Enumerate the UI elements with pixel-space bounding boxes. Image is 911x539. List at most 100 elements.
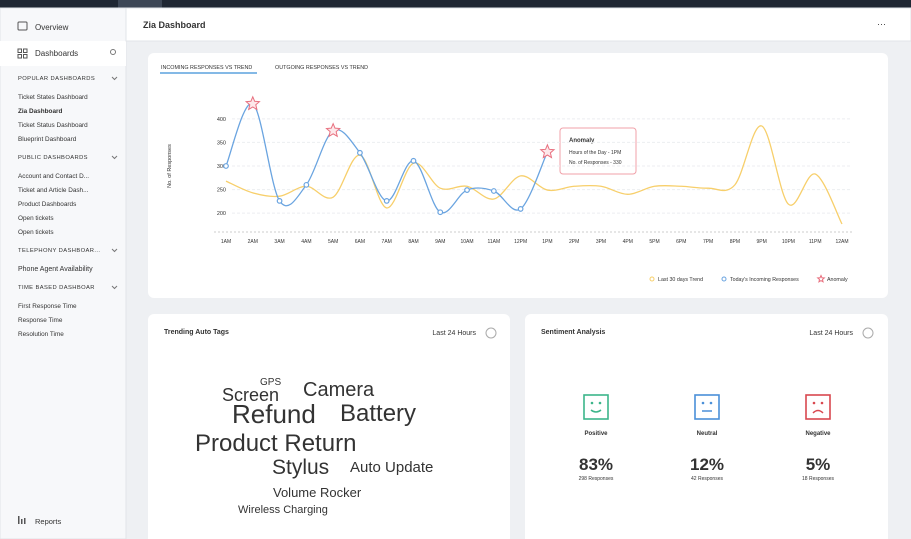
x-tick-label: 1PM — [542, 239, 552, 245]
face-eye — [812, 401, 816, 405]
tag-word[interactable]: Volume Rocker — [273, 485, 362, 500]
x-tick-label: 5AM — [328, 239, 338, 245]
tag-word[interactable]: Screen — [222, 385, 279, 405]
sentiment-next[interactable] — [862, 327, 874, 339]
sentiment-percent: 5% — [806, 455, 831, 474]
anomaly-star — [325, 122, 342, 138]
x-tick-label: 3AM — [274, 239, 284, 245]
x-tick-label: 1AM — [221, 239, 231, 245]
nav-link[interactable]: Phone Agent Availability — [18, 266, 93, 273]
x-tick-label: 2AM — [248, 239, 258, 245]
face-mouth — [590, 409, 602, 413]
legend-marker — [816, 274, 826, 283]
face-eye — [820, 401, 824, 405]
legend-label[interactable]: Last 30 days Trend — [658, 277, 703, 283]
tag-word[interactable]: Auto Update — [350, 459, 433, 476]
nav-link[interactable]: Ticket and Article Dash... — [18, 187, 89, 194]
nav-link[interactable]: Open tickets — [18, 229, 54, 236]
nav-reports[interactable]: Reports — [35, 517, 62, 526]
tooltip-line: No. of Responses - 330 — [569, 160, 622, 166]
header-bar — [125, 7, 911, 42]
point — [357, 149, 363, 156]
tags-title: Trending Auto Tags — [164, 329, 229, 336]
x-tick-label: 3PM — [596, 239, 606, 245]
nav-chevron[interactable] — [111, 285, 118, 290]
nav-chevron[interactable] — [111, 76, 118, 81]
reports-icon — [18, 516, 26, 524]
nav-dashboards[interactable]: Dashboards — [35, 49, 78, 58]
search-icon[interactable] — [110, 49, 116, 55]
sentiment-responses: 42 Responses — [691, 476, 723, 482]
legend-label[interactable]: Anomaly — [827, 277, 848, 283]
sentiment-period[interactable]: Last 24 Hours — [809, 330, 853, 337]
nav-chevron[interactable] — [111, 248, 118, 253]
more-menu[interactable]: ··· — [877, 19, 886, 29]
sentiment-label: Positive — [584, 431, 608, 437]
legend-marker — [649, 276, 655, 282]
nav-link[interactable]: Product Dashboards — [18, 201, 76, 208]
x-tick-label: 8AM — [408, 239, 418, 245]
chart-tab[interactable]: OUTGOING RESPONSES VS TREND — [275, 65, 368, 71]
x-tick-label: 11PM — [809, 239, 822, 245]
sidebar-selected[interactable] — [0, 41, 126, 66]
x-tick-label: 9PM — [757, 239, 767, 245]
x-tick-label: 6AM — [355, 239, 365, 245]
anomaly-star — [244, 95, 261, 111]
nav-link[interactable]: Open tickets — [18, 215, 54, 222]
nav-link[interactable]: Ticket Status Dashboard — [18, 122, 88, 129]
point — [517, 206, 524, 212]
nav-link[interactable]: First Response Time — [18, 303, 77, 310]
nav-heading[interactable]: TELEPHONY DASHBOAR... — [18, 248, 100, 254]
nav-link[interactable]: Account and Contact D... — [18, 173, 89, 180]
point — [383, 197, 390, 204]
y-tick-label: 300 — [217, 164, 226, 170]
tag-word[interactable]: Battery — [340, 400, 416, 427]
face-eye — [701, 401, 705, 405]
header-title: Zia Dashboard — [143, 20, 206, 30]
chart-tab[interactable]: INCOMING RESPONSES VS TREND — [161, 65, 252, 71]
point — [303, 181, 310, 188]
face-mouth — [812, 409, 824, 414]
nav-link[interactable]: Response Time — [18, 317, 63, 324]
top-bar — [0, 0, 911, 8]
nav-link[interactable]: Zia Dashboard — [18, 108, 62, 115]
point — [276, 197, 283, 204]
tooltip-title: Anomaly — [569, 138, 595, 144]
tags-period[interactable]: Last 24 Hours — [432, 330, 476, 337]
nav-heading[interactable]: TIME BASED DASHBOAR — [18, 285, 95, 291]
nav-chevron[interactable] — [111, 155, 118, 160]
sentiment-card — [525, 314, 888, 539]
overview-icon — [17, 21, 28, 31]
point — [490, 188, 497, 194]
face-eye — [709, 401, 713, 405]
sentiment-percent: 12% — [690, 455, 724, 474]
sentiment-label: Neutral — [697, 431, 718, 437]
x-tick-label: 9AM — [435, 239, 445, 245]
tag-word[interactable]: Camera — [303, 379, 375, 401]
face-eye — [590, 401, 594, 405]
top-tab — [118, 0, 162, 8]
tags-next[interactable] — [485, 327, 497, 339]
x-tick-label: 12PM — [514, 239, 527, 245]
nav-link[interactable]: Ticket States Dashboard — [18, 94, 88, 101]
tag-word[interactable]: Refund — [232, 399, 316, 429]
legend-label[interactable]: Today's Incoming Responses — [730, 277, 799, 283]
x-tick-label: 7AM — [382, 239, 392, 245]
nav-heading[interactable]: PUBLIC DASHBOARDS — [18, 155, 88, 161]
tag-word[interactable]: Product Return — [195, 430, 356, 457]
nav-overview[interactable]: Overview — [35, 23, 69, 32]
sentiment-responses: 18 Responses — [802, 476, 834, 482]
x-tick-label: 8PM — [730, 239, 740, 245]
x-tick-label: 10AM — [461, 239, 474, 245]
x-tick-label: 5PM — [649, 239, 659, 245]
point — [464, 187, 470, 193]
tag-word[interactable]: GPS — [260, 377, 281, 388]
sentiment-title: Sentiment Analysis — [541, 329, 605, 336]
x-tick-label: 6PM — [676, 239, 686, 245]
nav-link[interactable]: Resolution Time — [18, 331, 64, 338]
tag-word[interactable]: Wireless Charging — [238, 504, 328, 516]
nav-heading[interactable]: POPULAR DASHBOARDS — [18, 76, 95, 82]
x-tick-label: 4AM — [301, 239, 311, 245]
tag-word[interactable]: Stylus — [272, 456, 329, 479]
nav-link[interactable]: Blueprint Dashboard — [18, 136, 77, 143]
